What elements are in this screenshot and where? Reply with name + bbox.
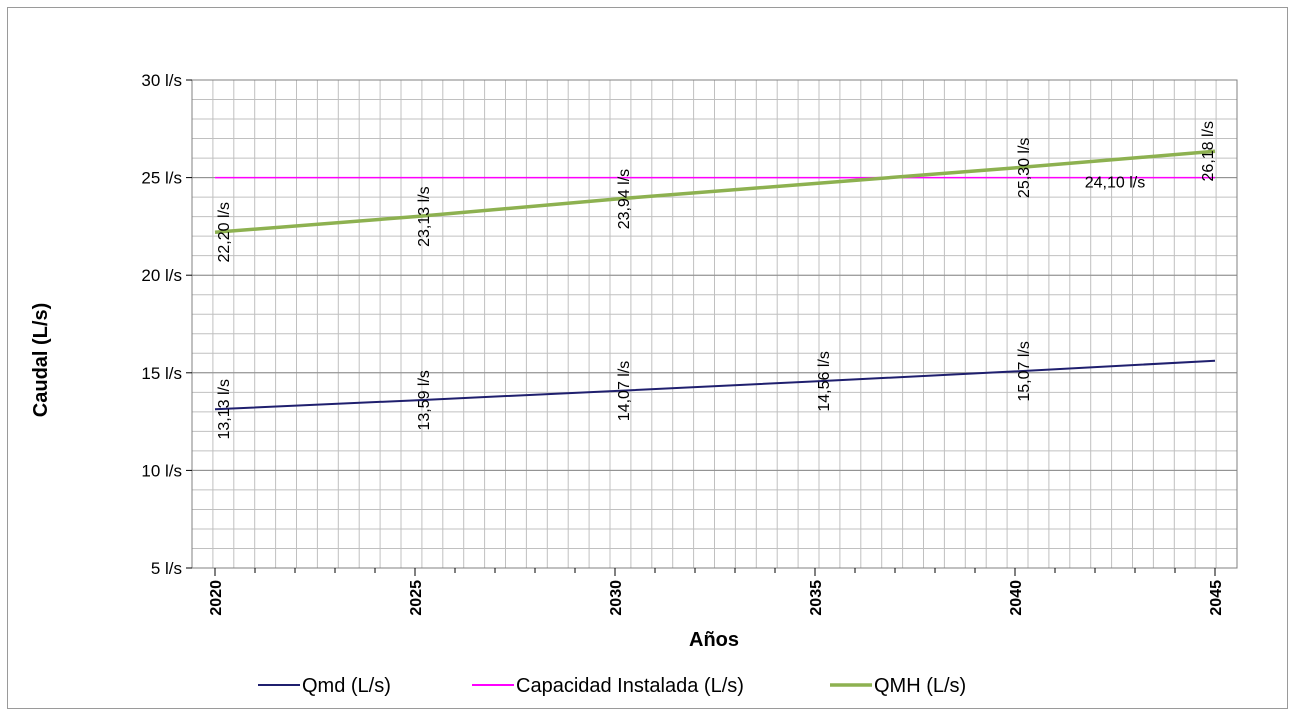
data-label: 26,18 l/s (1200, 121, 1217, 181)
legend-label: Capacidad Instalada (L/s) (516, 675, 744, 697)
y-tick-label: 5 l/s (151, 559, 182, 578)
data-label: 25,30 l/s (1016, 138, 1033, 198)
x-tick-label: 2025 (408, 580, 425, 616)
y-tick-label: 15 l/s (141, 364, 182, 383)
data-label: 13,59 l/s (416, 370, 433, 430)
data-labels: 13,13 l/s 13,59 l/s 14,07 l/s 14,56 l/s 15,0… (216, 121, 1217, 440)
grid (191, 79, 1238, 569)
data-label: 13,13 l/s (216, 379, 233, 439)
plot-border (191, 79, 1238, 569)
y-tick-label: 30 l/s (141, 71, 182, 90)
x-axis-ticks: 2020 2025 2030 2035 2040 2045 (208, 568, 1225, 616)
data-label: 23,13 l/s (416, 186, 433, 246)
series-line-3 (214, 149, 1216, 235)
x-tick-label: 2020 (208, 580, 225, 616)
data-label: 22,20 l/s (216, 202, 233, 262)
y-tick-label: 25 l/s (141, 169, 182, 188)
legend: Qmd (L/s) Capacidad Instalada (L/s) QMH (L… (258, 675, 966, 697)
chart-frame (7, 7, 1288, 709)
data-label: 14,07 l/s (616, 361, 633, 421)
x-tick-label: 2040 (1008, 580, 1025, 616)
data-label: 14,56 l/s (816, 351, 833, 411)
y-axis-title: Caudal (L/s) (30, 303, 52, 417)
x-axis-title: Años (689, 629, 739, 651)
x-tick-label: 2030 (608, 580, 625, 616)
data-label: 15,07 l/s (1016, 341, 1033, 401)
series-line-1 (214, 359, 1216, 411)
y-tick-label: 20 l/s (141, 266, 182, 285)
y-tick-label: 10 l/s (141, 461, 182, 480)
data-label: 24,10 l/s (1085, 175, 1145, 192)
plot-area (191, 79, 1238, 569)
x-tick-label: 2045 (1208, 580, 1225, 616)
legend-label: QMH (L/s) (874, 675, 966, 697)
y-axis-ticks: 5 l/s 10 l/s 15 l/s 20 l/s 25 l/s 30 l/s (141, 71, 192, 578)
series-lines (214, 149, 1216, 411)
legend-label: Qmd (L/s) (302, 675, 391, 697)
x-tick-label: 2035 (808, 580, 825, 616)
data-label: 23,94 l/s (616, 169, 633, 229)
